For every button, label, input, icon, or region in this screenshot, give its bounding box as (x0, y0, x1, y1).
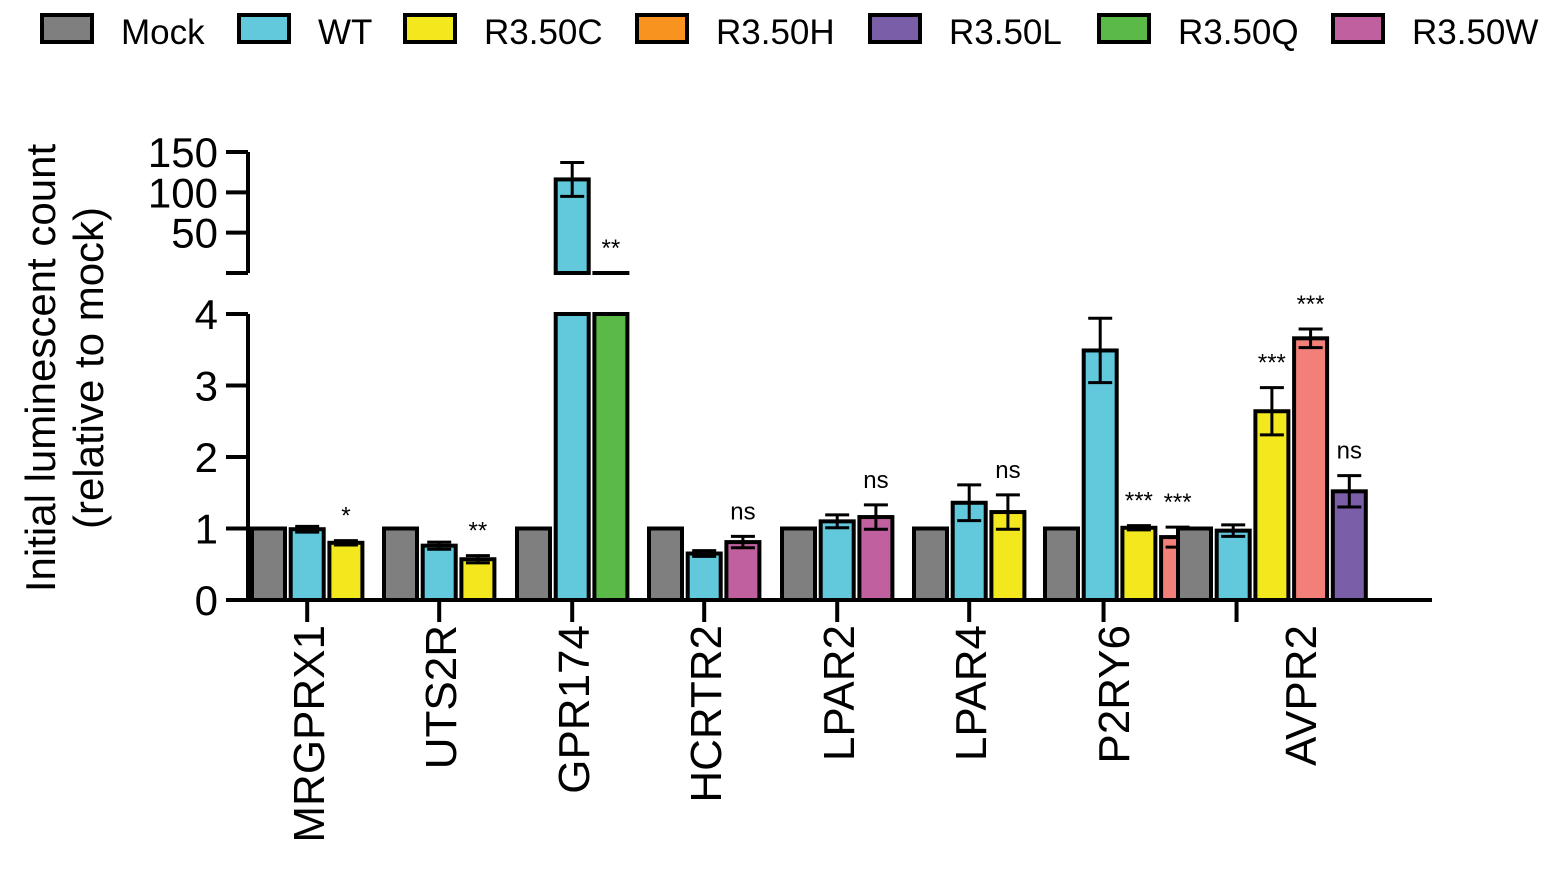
legend-label: R3.50H (716, 13, 835, 52)
bar (780, 526, 817, 602)
bar (459, 557, 497, 602)
axis-break (552, 275, 592, 312)
bar (1214, 528, 1252, 603)
bar (1176, 526, 1213, 602)
y-tick-label: 50 (171, 210, 218, 257)
significance-label: *** (1258, 350, 1286, 377)
significance-label: ns (1337, 438, 1362, 465)
y-tick-label: 1 (195, 506, 218, 553)
bar (288, 527, 326, 603)
category-label: LPAR4 (947, 625, 996, 761)
y-tick-label: 3 (195, 363, 218, 410)
y-axis-title: Initial luminescent count (17, 144, 64, 593)
bar (857, 515, 895, 602)
legend-swatch (403, 13, 457, 44)
legend-swatch (237, 13, 291, 44)
legend-label: R3.50C (484, 13, 603, 52)
significance-label: ns (730, 498, 755, 525)
bar (647, 526, 684, 602)
bar (515, 526, 552, 602)
bar (420, 543, 458, 602)
bar (1292, 336, 1330, 602)
y-tick-label: 100 (148, 169, 218, 216)
bar (327, 540, 365, 602)
bars (250, 160, 1368, 603)
category-label: GPR174 (550, 625, 599, 794)
legend-label: Mock (121, 13, 205, 52)
significance-label: ** (469, 518, 488, 545)
bar (592, 312, 630, 602)
bar (1330, 489, 1368, 603)
legend-label: R3.50L (949, 13, 1062, 52)
legend-swatch (868, 13, 922, 44)
legend-label: WT (318, 13, 372, 52)
bar (553, 312, 591, 602)
bar (250, 526, 287, 602)
bar (724, 540, 762, 603)
bar (685, 551, 723, 603)
legend: Mock WT R3.50C R3.50H R3.50L R3.50Q R3.50W (40, 13, 1538, 52)
significance-label: * (341, 503, 350, 530)
legend-label: R3.50Q (1178, 13, 1299, 52)
legend-swatch (635, 13, 689, 44)
legend-swatch (1097, 13, 1151, 44)
legend-swatch (40, 13, 94, 44)
y-tick-label: 2 (195, 434, 218, 481)
bar (1081, 348, 1119, 602)
legend-label: R3.50W (1412, 13, 1538, 52)
y-axis-title: (relative to mock) (65, 207, 112, 529)
bar (1120, 525, 1158, 602)
significance-label: ns (995, 457, 1020, 484)
y-axis-label: Initial luminescent count (relative to mo… (17, 144, 112, 593)
significance-label: *** (1125, 488, 1153, 515)
y-tick-label: 0 (195, 577, 218, 624)
y-tick-label: 4 (195, 291, 218, 338)
bar (818, 519, 856, 602)
bar (382, 526, 419, 602)
category-label: AVPR2 (1277, 625, 1326, 766)
significance-label: ns (863, 467, 888, 494)
category-label: P2RY6 (1090, 625, 1139, 764)
category-label: MRGPRX1 (285, 625, 334, 843)
bar (1043, 526, 1080, 602)
significance-label: *** (1164, 489, 1192, 516)
significance-label: ** (602, 235, 621, 262)
bar (912, 526, 949, 602)
legend-swatch (1331, 13, 1385, 44)
category-label: HCRTR2 (682, 625, 731, 803)
bar (1253, 409, 1291, 602)
significance-label: *** (1297, 291, 1325, 318)
category-labels: MRGPRX1 UTS2R GPR174 HCRTR2 LPAR2 LPAR4 P2RY6 A… (285, 600, 1326, 843)
category-label: LPAR2 (815, 625, 864, 761)
y-tick-label: 150 (148, 129, 218, 176)
category-label: UTS2R (417, 625, 466, 769)
